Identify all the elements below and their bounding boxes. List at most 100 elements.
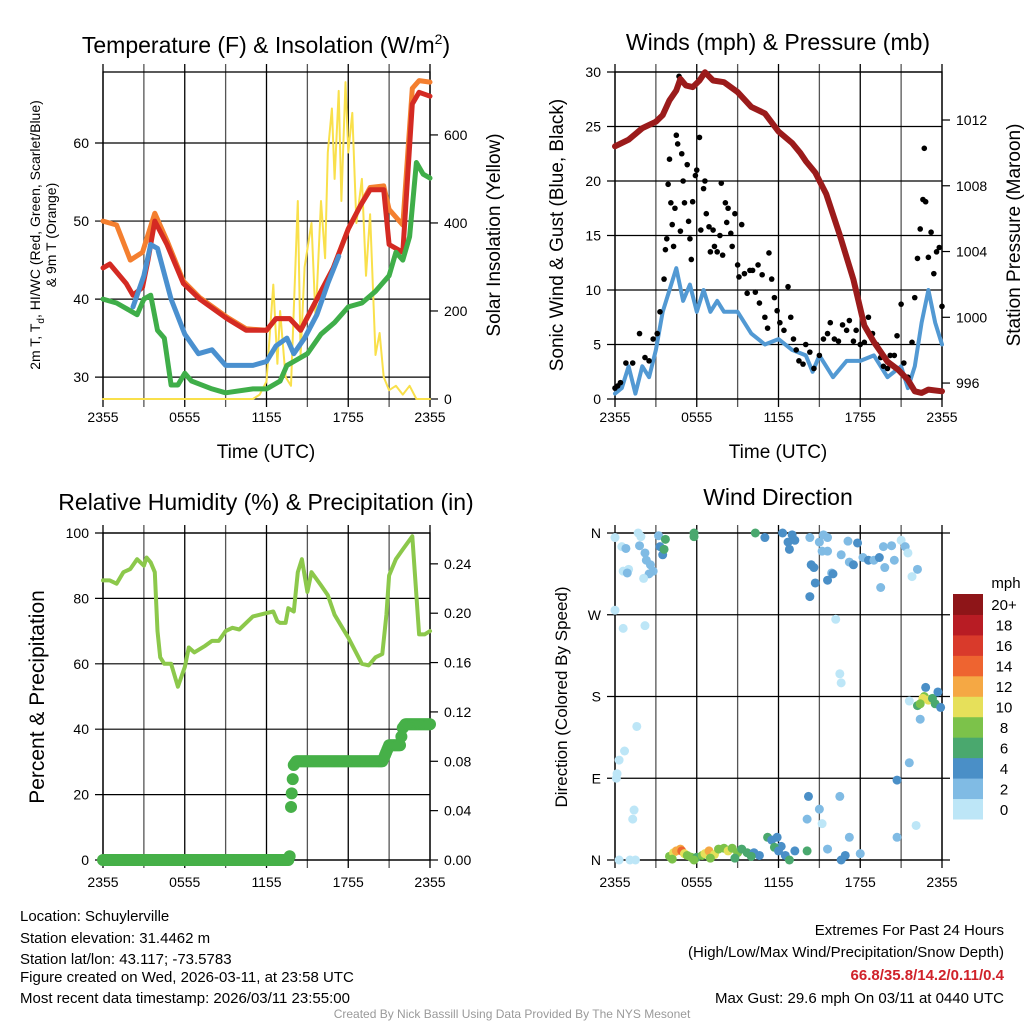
x-tick-label: 0555 [681, 409, 712, 425]
gust-point [865, 314, 872, 321]
wind-direction-point [705, 853, 715, 863]
gust-point [692, 172, 699, 179]
gust-point [680, 178, 686, 184]
series-line-relative-humidity [101, 534, 432, 689]
wind-direction-point [654, 531, 664, 541]
y2-tick-label: 0.04 [444, 803, 471, 819]
wind-direction-point [853, 538, 863, 548]
wind-direction-point [907, 572, 917, 582]
wind-direction-point [892, 832, 902, 842]
wind-direction-point [887, 541, 897, 551]
wind-direction-point [630, 855, 640, 865]
x-tick-label: 1155 [763, 874, 793, 890]
y-tick-label: S [592, 689, 601, 705]
gust-point [665, 181, 671, 188]
y-tick-label: 0 [593, 391, 601, 407]
y-tick-label: 20 [585, 173, 601, 189]
winds-xlabel: Time (UTC) [729, 442, 828, 463]
precip-point [285, 800, 298, 813]
wind-direction-point [921, 682, 931, 692]
x-tick-label: 1755 [333, 409, 364, 425]
wind-direction-point [614, 855, 624, 865]
wind-direction-point [936, 702, 946, 712]
wind-direction-point [836, 550, 846, 560]
gust-point [642, 354, 648, 361]
x-tick-label: 1155 [251, 874, 281, 890]
y-tick-label: 100 [66, 525, 90, 541]
y2-tick-label: 0.12 [444, 704, 471, 720]
wind-direction-point [836, 855, 846, 865]
gust-point [673, 132, 680, 139]
wind-direction-point [783, 537, 793, 547]
x-tick-label: 1155 [763, 409, 793, 425]
gust-point [681, 200, 688, 206]
gust-point [759, 271, 765, 278]
gust-point [732, 210, 738, 217]
wind-direction-point [614, 755, 624, 765]
gust-point [811, 365, 817, 372]
y-tick-label: 50 [73, 213, 89, 229]
gust-point [718, 180, 725, 186]
max-gust-text: Max Gust: 29.6 mph On 03/11 at 0440 UTC [715, 990, 1004, 1007]
temperature-ylabel-line2: & 9m T (Orange) [43, 183, 59, 288]
insolation-ylabel: Solar Insolation (Yellow) [484, 133, 505, 336]
legend-swatch [953, 655, 983, 677]
x-tick-label: 0555 [681, 874, 712, 890]
y-tick-label: N [591, 525, 601, 541]
humidity-title: Relative Humidity (%) & Precipitation (i… [58, 489, 473, 515]
wind-direction-point [933, 687, 943, 697]
gust-point [654, 330, 661, 337]
wind-direction-ylabel: Direction (Colored By Speed) [552, 586, 571, 807]
x-tick-label: 2355 [599, 409, 630, 425]
wind-direction-point [640, 548, 650, 558]
y-tick-label: 10 [585, 282, 601, 298]
legend-label: 0 [1000, 802, 1008, 819]
wind-direction-point [628, 814, 638, 824]
legend-label: 12 [996, 679, 1013, 696]
gust-point [723, 219, 730, 226]
wind-direction-point [790, 535, 800, 545]
wind-direction-point [629, 805, 639, 815]
y-tick-label: 25 [585, 119, 601, 135]
gust-point [850, 338, 857, 345]
gust-point [650, 336, 656, 342]
wind-direction-point [772, 832, 782, 842]
gust-point [917, 226, 923, 232]
wind-direction-point [640, 621, 650, 631]
legend-label: 2 [1000, 781, 1008, 798]
precip-point [285, 787, 298, 800]
legend-swatch [953, 614, 983, 636]
wind-direction-point [855, 849, 865, 859]
temperature-xlabel: Time (UTC) [217, 442, 316, 463]
wind-direction-point [810, 578, 820, 588]
gust-point [771, 294, 778, 301]
y-tick-label: W [588, 607, 602, 623]
gust-point [670, 243, 677, 250]
gust-point [793, 347, 800, 353]
wind-direction-point [880, 563, 890, 573]
wind-direction-point [689, 528, 699, 538]
wind-direction-point [639, 573, 649, 583]
gust-point [922, 198, 929, 205]
gust-point [777, 319, 783, 326]
precip-point [283, 850, 296, 863]
gust-point [744, 290, 750, 297]
gust-point [925, 254, 932, 261]
gust-point [662, 246, 669, 253]
gust-point [674, 141, 681, 147]
gust-point [741, 270, 748, 277]
gust-point [785, 283, 791, 290]
gust-point [894, 332, 900, 339]
wind-direction-point [803, 791, 813, 801]
wind-direction-point [784, 855, 794, 865]
legend-label: 8 [1000, 720, 1008, 737]
gust-point [738, 221, 745, 228]
x-tick-label: 0555 [169, 409, 200, 425]
y2-tick-label: 1008 [956, 178, 987, 194]
plot-frame [102, 71, 431, 400]
gust-point [901, 360, 907, 366]
gust-point [623, 360, 629, 366]
wind-direction-point [746, 851, 756, 861]
gust-point [636, 330, 643, 337]
gust-point [661, 276, 667, 282]
